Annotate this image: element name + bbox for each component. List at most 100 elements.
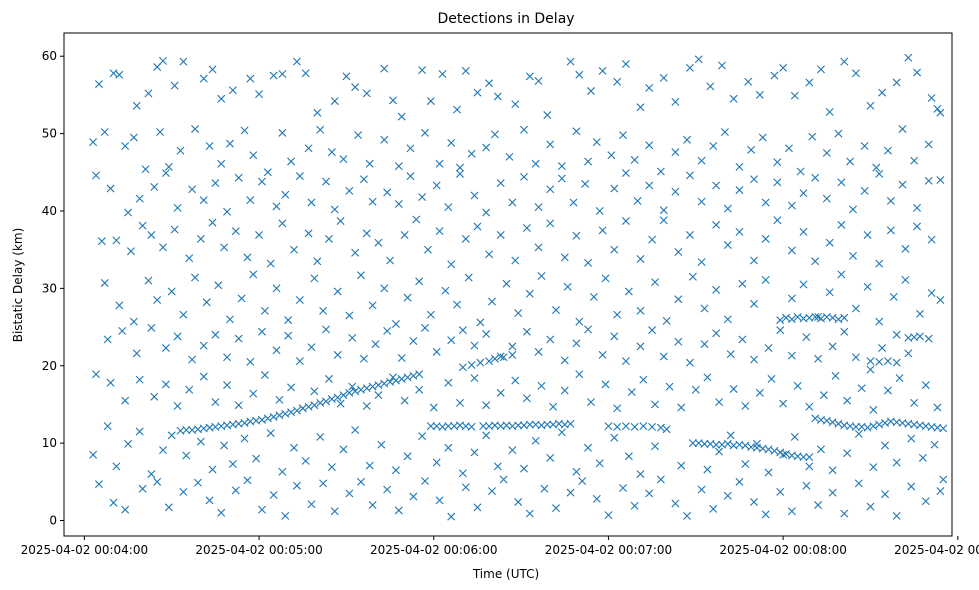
detection-point [924, 140, 933, 149]
track-point [409, 371, 418, 380]
detection-point [426, 97, 435, 106]
detection-point [886, 226, 895, 235]
detection-point [499, 475, 508, 484]
detection-point [598, 66, 607, 75]
detection-point [709, 141, 718, 150]
detection-point [904, 53, 913, 62]
detection-point [546, 219, 555, 228]
detection-point [773, 158, 782, 167]
track-point [240, 419, 249, 428]
detection-point [659, 352, 668, 361]
track-point [345, 388, 354, 397]
track-point [426, 422, 435, 431]
detection-point [776, 316, 785, 325]
detection-point [112, 236, 121, 245]
detection-point [135, 427, 144, 436]
detection-point [729, 94, 738, 103]
detection-point [525, 289, 534, 298]
detection-point [610, 245, 619, 254]
track-point [327, 395, 336, 404]
detection-point [205, 496, 214, 505]
detection-point [610, 433, 619, 442]
detection-point [525, 509, 534, 518]
detection-point [319, 306, 328, 315]
detection-point [741, 402, 750, 410]
detection-point [295, 357, 304, 366]
detection-point [394, 506, 403, 515]
detection-point [389, 96, 397, 105]
detection-point [330, 507, 339, 516]
detection-point [421, 128, 430, 137]
detection-point [365, 159, 374, 168]
detection-point [511, 256, 520, 265]
track-point [924, 334, 933, 343]
detection-point [339, 445, 348, 454]
track-point [339, 391, 348, 400]
detection-point [790, 91, 799, 100]
detection-point [750, 355, 759, 364]
detection-point [595, 459, 604, 468]
detection-point [138, 484, 147, 493]
detection-point [278, 467, 287, 476]
detection-point [482, 330, 491, 339]
detection-point [432, 458, 441, 467]
detection-point [918, 453, 927, 462]
detection-point [199, 341, 208, 350]
detection-point [412, 215, 421, 224]
detection-point [455, 398, 464, 407]
detection-point [863, 282, 872, 291]
detection-point [674, 295, 683, 304]
track-point [499, 353, 508, 362]
detection-point [124, 439, 133, 448]
detection-point [103, 422, 112, 431]
detection-point [249, 151, 258, 160]
detection-point [266, 429, 275, 438]
detection-point [755, 388, 764, 397]
track-point [915, 332, 924, 341]
detection-point [889, 292, 898, 301]
detection-point [511, 376, 520, 385]
track-point [787, 315, 796, 324]
track-point [712, 440, 721, 449]
detection-point [447, 138, 456, 147]
detection-point [904, 349, 913, 358]
detection-point [525, 72, 534, 81]
detection-point [327, 463, 336, 472]
detection-point [161, 343, 170, 352]
detection-point [878, 343, 887, 352]
detection-point [269, 71, 278, 80]
detection-point [636, 470, 645, 479]
track-point [391, 376, 400, 385]
detection-point [671, 187, 680, 196]
track-point [782, 313, 791, 322]
track-point [310, 401, 319, 410]
detection-point [191, 273, 200, 282]
detection-point [319, 479, 328, 488]
detection-point [566, 57, 575, 66]
detection-point [124, 208, 133, 217]
detection-point [648, 235, 657, 244]
detection-point [208, 465, 217, 474]
detection-point [505, 152, 514, 161]
detection-point [144, 89, 153, 98]
detection-point [228, 86, 237, 95]
detection-point [814, 354, 823, 363]
detection-point [837, 220, 846, 229]
detection-point [662, 316, 671, 325]
detection-point [805, 78, 814, 87]
detection-point [441, 286, 450, 295]
detection-point [362, 229, 371, 238]
detection-point [910, 398, 919, 407]
detection-point [621, 217, 630, 226]
detection-point [601, 380, 610, 389]
detection-point [217, 159, 226, 168]
track-point [415, 370, 424, 379]
detection-point [837, 178, 846, 187]
detection-point [936, 108, 945, 117]
track-point [816, 314, 825, 323]
detection-point [129, 133, 138, 142]
detection-point [508, 342, 517, 351]
detection-point [540, 484, 549, 493]
y-tick-label: 30 [42, 281, 57, 295]
